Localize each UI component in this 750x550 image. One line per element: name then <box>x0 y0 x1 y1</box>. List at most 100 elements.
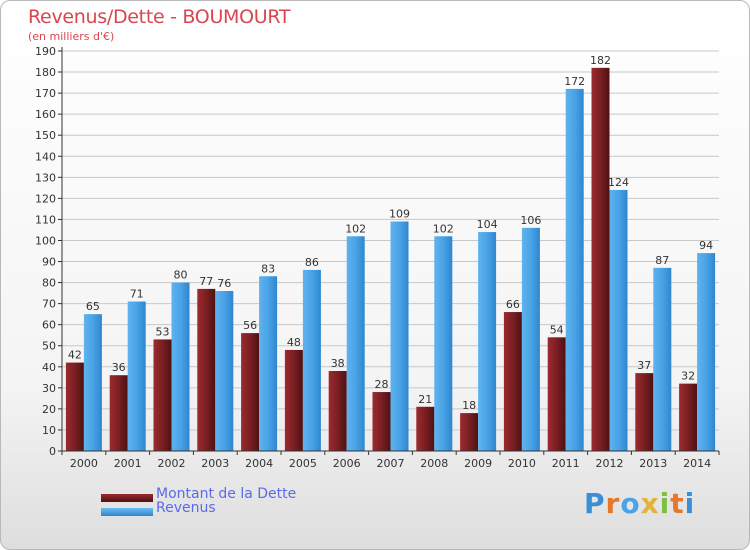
y-tick-label: 80 <box>42 277 56 290</box>
axes <box>61 47 719 452</box>
y-tick-label: 190 <box>35 45 56 58</box>
revenus-value-label: 124 <box>608 176 629 189</box>
legend-label-dette: Montant de la Dette <box>156 486 297 502</box>
revenus-bar <box>565 88 584 451</box>
revenus-value-label: 65 <box>86 300 100 313</box>
revenus-value-label: 106 <box>520 214 541 227</box>
dette-value-label: 48 <box>287 336 301 349</box>
revenus-bar <box>434 236 453 451</box>
revenus-bar <box>215 291 234 451</box>
revenus-value-label: 102 <box>433 222 454 235</box>
dette-bar <box>284 349 303 451</box>
revenus-value-label: 83 <box>261 262 275 275</box>
y-tick-label: 70 <box>42 298 56 311</box>
dette-bar <box>679 383 698 451</box>
y-axis-ticks: 0 10 20 30 40 50 60 70 80 90 100 110 120 130 140 150 160… <box>35 45 62 458</box>
x-tick-label: 2005 <box>289 457 317 470</box>
y-tick-label: 160 <box>35 108 56 121</box>
revenus-bar <box>609 189 628 451</box>
data-labels: 42 65 36 71 53 80 77 76 56 83 48 86 38 102 28 109 21 102 1… <box>68 54 713 412</box>
dette-value-label: 37 <box>637 359 651 372</box>
dette-bar <box>241 333 260 451</box>
revenus-value-label: 80 <box>174 269 188 282</box>
dette-bar <box>372 392 391 451</box>
revenus-value-label: 94 <box>699 239 713 252</box>
dette-value-label: 36 <box>112 361 126 374</box>
dette-bar <box>197 288 216 451</box>
x-tick-label: 2001 <box>114 457 142 470</box>
dette-value-label: 18 <box>462 399 476 412</box>
legend-swatch-dette <box>101 494 153 502</box>
bars <box>65 67 716 451</box>
y-tick-label: 60 <box>42 319 56 332</box>
dette-bar <box>328 371 347 451</box>
revenus-bar <box>171 282 190 451</box>
legend-swatch-revenus <box>101 508 153 516</box>
dette-value-label: 66 <box>506 298 520 311</box>
revenus-value-label: 172 <box>564 75 585 88</box>
revenus-bar <box>259 276 278 451</box>
dette-bar <box>65 362 84 451</box>
logo-letter: i <box>659 487 671 520</box>
y-tick-label: 150 <box>35 129 56 142</box>
y-tick-label: 170 <box>35 87 56 100</box>
proxiti-logo: Proxiti <box>584 487 695 520</box>
revenus-bar <box>697 253 716 451</box>
dette-value-label: 38 <box>331 357 345 370</box>
dette-value-label: 77 <box>199 275 213 288</box>
y-tick-label: 10 <box>42 424 56 437</box>
revenus-value-label: 71 <box>130 288 144 301</box>
y-tick-label: 90 <box>42 256 56 269</box>
y-tick-label: 140 <box>35 150 56 163</box>
dette-value-label: 54 <box>550 323 564 336</box>
revenus-bar <box>478 232 497 451</box>
x-tick-label: 2002 <box>158 457 186 470</box>
y-tick-label: 120 <box>35 192 56 205</box>
revenus-bar <box>83 314 102 451</box>
legend-label-revenus: Revenus <box>156 500 216 516</box>
x-tick-label: 2010 <box>508 457 536 470</box>
x-tick-label: 2007 <box>377 457 405 470</box>
dette-bar <box>416 406 435 451</box>
revenus-bar <box>302 269 321 451</box>
chart-title: Revenus/Dette - BOUMOURT <box>28 6 291 28</box>
dette-bar <box>460 413 479 451</box>
revenus-value-label: 104 <box>477 218 498 231</box>
revenus-value-label: 102 <box>345 222 366 235</box>
logo-letter: t <box>670 487 685 520</box>
x-tick-label: 2008 <box>420 457 448 470</box>
dette-value-label: 32 <box>681 370 695 383</box>
y-tick-label: 40 <box>42 361 56 374</box>
dette-bar <box>153 339 172 451</box>
dette-value-label: 21 <box>418 393 432 406</box>
x-tick-label: 2004 <box>245 457 273 470</box>
revenus-value-label: 76 <box>217 277 231 290</box>
revenus-value-label: 109 <box>389 208 410 221</box>
y-tick-label: 110 <box>35 213 56 226</box>
logo-letter: o <box>620 487 641 520</box>
y-tick-label: 0 <box>49 445 56 458</box>
x-tick-label: 2000 <box>70 457 98 470</box>
dette-value-label: 53 <box>156 325 170 338</box>
dette-value-label: 28 <box>375 378 389 391</box>
revenus-bar <box>390 221 409 451</box>
x-tick-label: 2009 <box>464 457 492 470</box>
x-axis-ticks: 2000 2001 2002 2003 2004 2005 2006 2007 2008 2009… <box>61 451 720 470</box>
logo-letter: i <box>684 487 696 520</box>
revenus-bar <box>127 301 146 451</box>
y-tick-label: 50 <box>42 340 56 353</box>
y-tick-label: 100 <box>35 234 56 247</box>
chart-subtitle: (en milliers d'€) <box>28 30 115 43</box>
dette-bar <box>503 312 522 451</box>
x-tick-label: 2012 <box>596 457 624 470</box>
logo-letter: x <box>640 487 660 520</box>
logo-letter: P <box>584 487 606 520</box>
y-tick-label: 130 <box>35 171 56 184</box>
revenus-value-label: 86 <box>305 256 319 269</box>
dette-bar <box>109 375 128 451</box>
revenus-bar <box>521 227 540 451</box>
logo-letter: r <box>605 487 621 520</box>
y-tick-label: 180 <box>35 66 56 79</box>
y-tick-label: 20 <box>42 403 56 416</box>
